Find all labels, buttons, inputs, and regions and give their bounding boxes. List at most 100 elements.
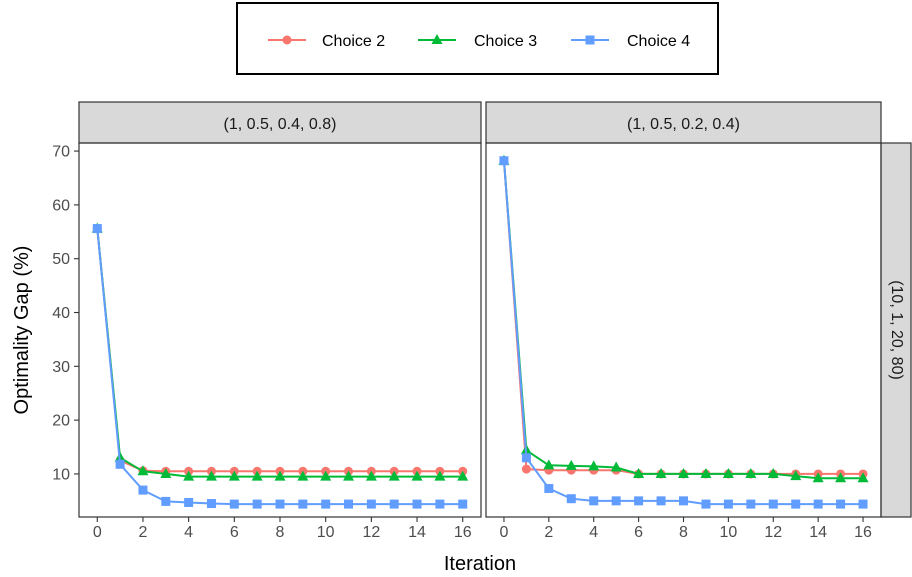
data-point <box>610 461 622 472</box>
data-point <box>274 470 286 481</box>
data-point <box>723 499 733 509</box>
x-tick-label: 12 <box>362 524 380 541</box>
data-point <box>768 499 778 509</box>
x-tick-label: 10 <box>719 524 737 541</box>
facet-strip-label-1: (1, 0.5, 0.4, 0.8) <box>224 116 337 133</box>
y-tick-label: 10 <box>52 466 70 483</box>
axes-layer: 0 2 4 6 8 10 12 14 16 10 20 30 40 50 60 70 0 2 4 6 8 10 12 14 16 <box>52 144 872 541</box>
x-tick-label: 14 <box>809 524 827 541</box>
data-point <box>388 470 400 481</box>
y-tick-label: 30 <box>52 359 70 376</box>
data-point <box>565 459 577 470</box>
data-point <box>812 472 824 483</box>
data-point <box>858 499 868 509</box>
data-point <box>161 496 171 506</box>
data-point <box>521 464 531 474</box>
data-point <box>745 467 757 478</box>
data-point <box>229 499 239 509</box>
data-point <box>521 453 531 463</box>
legend-item-choice-4: Choice 4 <box>571 33 690 50</box>
x-tick-label: 16 <box>454 524 472 541</box>
y-tick-label: 20 <box>52 413 70 430</box>
data-point <box>836 499 846 509</box>
y-tick-label: 50 <box>52 251 70 268</box>
data-point <box>365 470 377 481</box>
data-point <box>700 467 712 478</box>
y-axis-title: Optimality Gap (%) <box>11 246 33 415</box>
data-point <box>701 499 711 509</box>
x-tick-label: 16 <box>854 524 872 541</box>
legend-item-choice-3: Choice 3 <box>418 33 537 50</box>
x-tick-label: 10 <box>317 524 335 541</box>
facet-strip-row <box>880 142 912 518</box>
x-tick-label: 6 <box>634 524 643 541</box>
x-tick-label: 14 <box>408 524 426 541</box>
x-tick-label: 4 <box>589 524 598 541</box>
data-point <box>137 465 149 476</box>
x-tick-label: 4 <box>184 524 193 541</box>
data-point <box>835 472 847 483</box>
x-tick-label: 6 <box>230 524 239 541</box>
data-point <box>435 499 445 509</box>
data-point <box>791 499 801 509</box>
data-point <box>679 496 688 506</box>
x-tick-label: 0 <box>500 524 509 541</box>
data-point <box>115 459 125 469</box>
data-point <box>228 470 240 481</box>
legend-label-choice-3: Choice 3 <box>474 33 537 50</box>
data-point <box>412 499 422 509</box>
legend-marker-circle <box>282 35 292 45</box>
data-point <box>634 496 644 506</box>
series-choice-3-panel-1 <box>91 222 469 481</box>
facet-strip-label-2: (1, 0.5, 0.2, 0.4) <box>627 116 740 133</box>
data-point <box>275 499 285 509</box>
data-point <box>344 499 354 509</box>
data-point <box>722 467 734 478</box>
data-point <box>184 497 194 507</box>
x-tick-label: 12 <box>764 524 782 541</box>
facet-strip-row-label: (10, 1, 20, 80) <box>888 280 905 380</box>
data-point <box>298 499 308 509</box>
data-point <box>457 470 469 481</box>
data-point <box>320 470 332 481</box>
data-point <box>499 156 509 166</box>
data-point <box>543 459 555 470</box>
y-tick-label: 40 <box>52 305 70 322</box>
data-point <box>206 499 216 509</box>
facet-strip-1 <box>78 101 482 144</box>
legend-box <box>236 2 719 75</box>
facet-strip-2 <box>485 101 882 144</box>
data-point <box>656 496 666 506</box>
data-point <box>655 467 667 478</box>
data-point <box>411 470 423 481</box>
legend-marker-triangle <box>431 34 443 44</box>
data-point <box>458 499 468 509</box>
data-point <box>252 499 262 509</box>
data-point <box>857 472 869 483</box>
y-tick-label: 60 <box>52 197 70 214</box>
data-point <box>813 499 823 509</box>
data-point <box>138 485 148 495</box>
legend: Choice 2 Choice 3 Choice 4 <box>236 2 719 75</box>
x-tick-label: 2 <box>544 524 553 541</box>
series-choice-4-panel-2 <box>499 156 868 509</box>
x-tick-label: 0 <box>93 524 102 541</box>
data-point <box>611 496 621 506</box>
legend-label-choice-4: Choice 4 <box>627 33 690 50</box>
data-point <box>205 470 217 481</box>
data-point <box>790 470 802 481</box>
legend-marker-square <box>585 35 595 45</box>
data-point <box>746 499 756 509</box>
data-point <box>297 470 309 481</box>
x-tick-label: 8 <box>679 524 688 541</box>
data-point <box>544 483 554 493</box>
data-point <box>588 460 600 471</box>
data-point <box>633 467 645 478</box>
data-point <box>183 470 195 481</box>
data-point <box>589 496 599 506</box>
data-point <box>366 499 376 509</box>
data-point <box>92 224 102 234</box>
y-tick-label: 70 <box>52 144 70 161</box>
